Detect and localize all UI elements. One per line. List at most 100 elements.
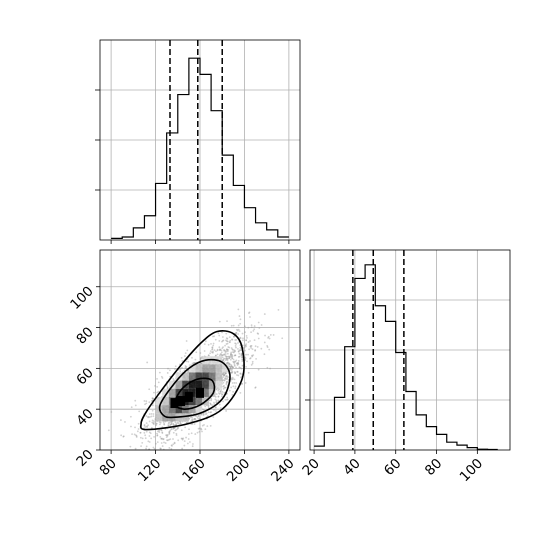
scatter-point <box>219 348 221 351</box>
scatter-point <box>224 359 227 362</box>
scatter-point <box>177 422 180 425</box>
scatter-point <box>122 435 125 438</box>
scatter-point <box>159 423 161 426</box>
scatter-point <box>223 374 225 377</box>
scatter-point <box>166 372 169 374</box>
scatter-point <box>181 367 184 369</box>
scatter-point <box>254 349 257 351</box>
scatter-point <box>225 355 228 358</box>
scatter-point <box>160 429 163 432</box>
scatter-point <box>197 427 200 430</box>
scatter-point <box>256 346 259 348</box>
scatter-point <box>217 395 220 398</box>
scatter-point <box>214 354 217 357</box>
scatter-point <box>217 332 220 335</box>
scatter-point <box>181 360 184 362</box>
scatter-point <box>239 346 242 349</box>
scatter-point <box>148 416 151 418</box>
scatter-point <box>167 424 170 426</box>
scatter-point <box>220 349 223 352</box>
scatter-point <box>171 467 173 469</box>
scatter-point <box>197 415 200 418</box>
scatter-point <box>188 441 191 443</box>
scatter-point <box>237 324 240 327</box>
scatter-point <box>177 427 180 429</box>
scatter-point <box>207 411 210 414</box>
scatter-point <box>155 423 158 425</box>
scatter-point <box>226 362 228 364</box>
scatter-point <box>257 333 260 335</box>
scatter-point <box>204 405 207 408</box>
density-cell <box>182 413 189 422</box>
scatter-point <box>148 401 151 404</box>
scatter-point <box>268 348 271 351</box>
scatter-point <box>231 368 233 371</box>
scatter-point <box>221 354 224 357</box>
scatter-point <box>188 417 191 420</box>
scatter-point <box>251 348 254 351</box>
scatter-point <box>154 442 157 445</box>
contour-3 <box>139 330 245 431</box>
scatter-point <box>221 395 223 398</box>
scatter-point <box>175 428 178 431</box>
scatter-point <box>151 421 154 424</box>
scatter-point <box>162 463 164 465</box>
scatter-point <box>224 344 226 347</box>
scatter-point <box>221 393 224 396</box>
scatter-point <box>161 431 164 434</box>
scatter-point <box>222 376 224 379</box>
scatter-point <box>179 370 182 373</box>
scatter-point <box>173 427 176 429</box>
scatter-point <box>157 390 160 393</box>
scatter-point <box>163 422 166 425</box>
scatter-point <box>147 440 150 443</box>
scatter-point <box>245 345 247 348</box>
scatter-point <box>188 428 190 431</box>
scatter-point <box>231 365 233 368</box>
scatter-point <box>239 366 242 369</box>
scatter-point <box>200 362 203 365</box>
scatter-point <box>215 406 217 409</box>
scatter-point <box>191 445 194 448</box>
scatter-point <box>281 337 284 340</box>
scatter-point <box>244 357 247 360</box>
scatter-point <box>212 350 214 353</box>
scatter-point <box>234 385 237 388</box>
scatter-point <box>172 422 175 425</box>
scatter-point <box>177 439 180 442</box>
scatter-point <box>218 346 221 349</box>
density-cell <box>215 380 223 389</box>
scatter-point <box>129 451 131 453</box>
scatter-point <box>220 351 223 354</box>
scatter-point <box>180 357 183 359</box>
scatter-point <box>229 366 232 369</box>
scatter-point <box>214 338 217 341</box>
scatter-point <box>207 406 210 409</box>
scatter-point <box>167 425 170 427</box>
scatter-point <box>167 367 169 370</box>
scatter-point <box>184 366 187 369</box>
scatter-point <box>235 339 238 341</box>
scatter-point <box>211 404 214 407</box>
scatter-point <box>213 409 215 411</box>
scatter-point <box>227 349 230 351</box>
scatter-point <box>144 426 147 428</box>
scatter-point <box>233 335 235 338</box>
scatter-point <box>119 419 122 421</box>
scatter-point <box>176 421 179 424</box>
scatter-point <box>151 409 154 412</box>
scatter-point <box>258 327 261 329</box>
scatter-point <box>268 337 271 340</box>
hist-y-frame <box>309 249 511 451</box>
scatter-point <box>228 357 231 360</box>
scatter-point <box>166 435 169 437</box>
scatter-point <box>232 324 235 327</box>
scatter-point <box>231 338 233 341</box>
scatter-point <box>200 428 203 431</box>
scatter-point <box>237 350 240 353</box>
panel-hist-x <box>95 39 301 244</box>
scatter-point <box>215 401 218 404</box>
scatter-point <box>251 354 253 357</box>
scatter-point <box>185 421 188 424</box>
